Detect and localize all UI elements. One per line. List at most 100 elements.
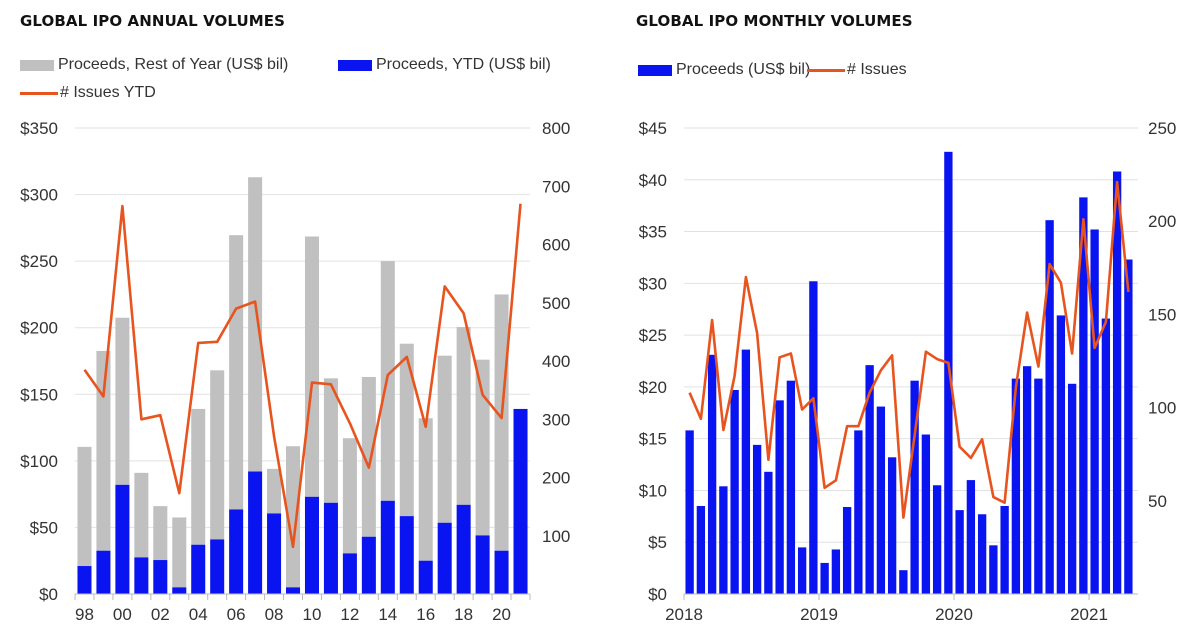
bar-rest-of-year (229, 235, 244, 510)
bar-rest-of-year (437, 355, 452, 523)
bar-rest-of-year (342, 438, 357, 554)
x-axis-tick-label: 06 (227, 605, 246, 624)
left-axis-tick-label: $250 (20, 252, 58, 271)
left-axis-tick-label: $15 (639, 430, 667, 449)
monthly-chart-panel: GLOBAL IPO MONTHLY VOLUMES Proceeds (US$… (600, 0, 1200, 643)
legend-item-ytd: Proceeds, YTD (US$ bil) (338, 56, 551, 74)
legend-swatch-blue (338, 59, 372, 71)
bar-monthly-proceeds (820, 562, 829, 594)
right-axis-tick-label: 100 (1148, 399, 1176, 418)
left-axis-tick-label: $45 (639, 119, 667, 138)
bar-ytd (77, 566, 92, 594)
bar-monthly-proceeds (1101, 318, 1111, 594)
bar-rest-of-year (304, 236, 319, 497)
x-axis-tick-label: 2019 (800, 605, 838, 624)
left-axis-tick-label: $5 (648, 533, 667, 552)
bar-monthly-proceeds (842, 507, 852, 594)
bar-rest-of-year (399, 343, 414, 517)
bar-ytd (475, 535, 490, 594)
bar-monthly-proceeds (741, 349, 751, 594)
bar-rest-of-year (494, 294, 509, 551)
legend-swatch-blue (638, 64, 672, 76)
legend-swatch-orange (807, 68, 845, 72)
bar-monthly-proceeds (854, 430, 863, 594)
bar-monthly-proceeds (730, 389, 739, 594)
left-axis-tick-label: $0 (39, 585, 58, 604)
bar-monthly-proceeds (786, 380, 796, 594)
bar-monthly-proceeds (899, 570, 908, 594)
monthly-chart-plot: $0 $5 $10 $15 $20 $25 $30 $35 $40 $45 50 100 150 200 2… (639, 119, 1177, 624)
issues-monthly-line (688, 180, 1130, 519)
left-axis-tick-label: $300 (20, 186, 58, 205)
bar-rest-of-year (286, 446, 301, 588)
bar-monthly-proceeds (775, 400, 784, 594)
bar-ytd (267, 513, 282, 594)
bar-monthly-proceeds (876, 406, 886, 594)
bar-monthly-proceeds (696, 505, 706, 594)
right-axis-tick-label: 150 (1148, 305, 1176, 324)
right-axis-tick-label: 100 (542, 527, 570, 546)
bar-ytd (153, 560, 168, 594)
left-axis-tick-label: $0 (648, 585, 667, 604)
bar-monthly-proceeds (977, 514, 987, 594)
bar-ytd (229, 509, 244, 594)
x-axis-tick-label: 2020 (935, 605, 973, 624)
bar-rest-of-year (456, 327, 471, 505)
bar-monthly-proceeds (1079, 197, 1088, 595)
bar-monthly-proceeds (719, 486, 728, 594)
annual-chart-title: GLOBAL IPO ANNUAL VOLUMES (20, 12, 286, 30)
bar-ytd (342, 553, 357, 594)
annual-chart-panel: GLOBAL IPO ANNUAL VOLUMES Proceeds, Rest… (20, 12, 570, 624)
bar-monthly-proceeds (1045, 220, 1054, 595)
bar-monthly-proceeds (921, 434, 931, 594)
right-axis-tick-label: 700 (542, 177, 570, 196)
bar-monthly-proceeds (955, 510, 964, 594)
bar-rest-of-year (248, 177, 263, 472)
right-axis-tick-label: 50 (1148, 492, 1167, 511)
bar-monthly-proceeds (797, 547, 807, 594)
bar-monthly-proceeds (1056, 315, 1066, 594)
bar-monthly-proceeds (752, 444, 762, 594)
bar-ytd (323, 502, 338, 594)
bar-monthly-proceeds (910, 380, 919, 594)
bar-monthly-proceeds (966, 480, 976, 594)
bar-ytd (399, 516, 414, 594)
x-axis-tick-label: 10 (303, 605, 322, 624)
bar-ytd (361, 536, 376, 594)
bar-rest-of-year (361, 376, 376, 537)
x-axis-tick-label: 18 (454, 605, 473, 624)
bar-rest-of-year (191, 408, 206, 545)
left-axis-tick-label: $150 (20, 385, 58, 404)
bar-monthly-proceeds (764, 471, 773, 594)
bar-rest-of-year (418, 418, 433, 561)
left-axis-tick-label: $10 (639, 481, 667, 500)
bar-monthly-proceeds (1034, 378, 1043, 594)
bar-ytd (191, 544, 206, 594)
x-axis-tick-label: 20 (492, 605, 511, 624)
bar-rest-of-year (172, 517, 187, 588)
bar-monthly-proceeds (944, 151, 953, 594)
bar-monthly-proceeds (865, 365, 874, 594)
bar-monthly-proceeds (831, 549, 841, 594)
bar-monthly-proceeds (1090, 229, 1099, 595)
legend-label: Proceeds, YTD (US$ bil) (376, 56, 551, 73)
left-axis-tick-label: $20 (639, 378, 667, 397)
legend-swatch-orange (20, 91, 58, 95)
left-axis-tick-label: $40 (639, 171, 667, 190)
bar-ytd (304, 496, 319, 594)
left-axis-tick-label: $35 (639, 223, 667, 242)
bar-rest-of-year (134, 472, 149, 558)
bar-monthly-proceeds (809, 281, 818, 594)
right-axis-tick-label: 600 (542, 236, 570, 255)
legend-item-proceeds: Proceeds (US$ bil) (638, 61, 810, 79)
bar-ytd (456, 504, 471, 594)
left-axis-tick-label: $100 (20, 452, 58, 471)
x-axis-tick-label: 2018 (665, 605, 703, 624)
right-axis-tick-label: 200 (542, 469, 570, 488)
bar-monthly-proceeds (1124, 259, 1133, 594)
bar-monthly-proceeds (1000, 505, 1009, 594)
right-axis-tick-label: 200 (1148, 212, 1176, 231)
bar-rest-of-year (77, 446, 92, 567)
monthly-chart-title: GLOBAL IPO MONTHLY VOLUMES (636, 12, 913, 30)
legend-label: Proceeds, Rest of Year (US$ bil) (58, 56, 289, 73)
